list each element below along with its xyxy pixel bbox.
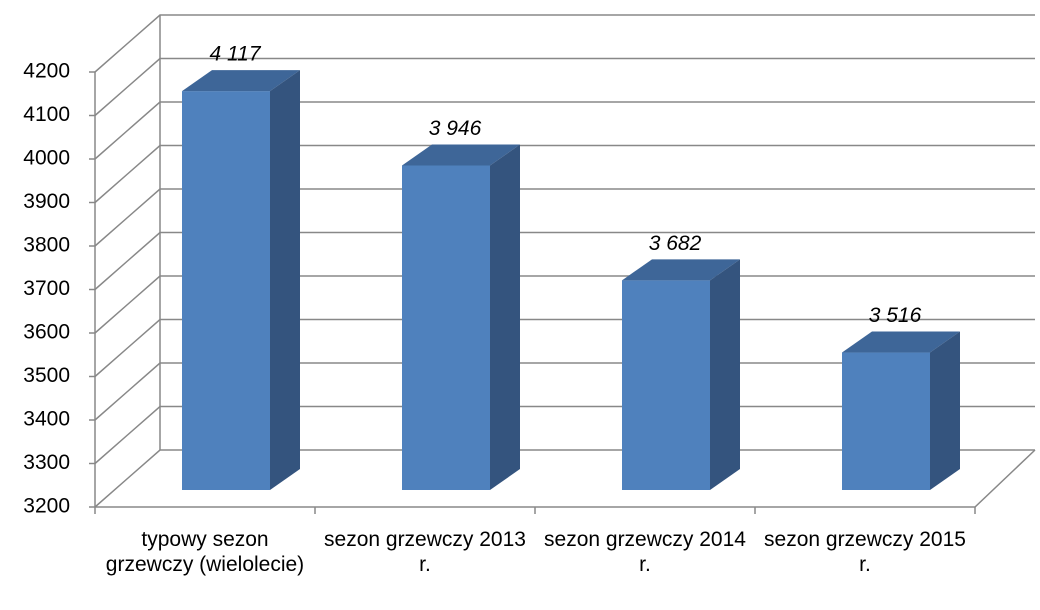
grid-line [94, 101, 1035, 160]
bar-top [622, 259, 740, 281]
y-tick-label: 4100 [23, 103, 70, 126]
grid-line [94, 318, 1035, 378]
y-tick-label: 3500 [23, 364, 70, 387]
grid-line [94, 275, 1035, 334]
x-tick-label: sezon grzewczy 2015 r. [764, 528, 966, 576]
y-tick-label: 3200 [23, 495, 70, 518]
bar [842, 352, 930, 490]
grid-line [94, 405, 1035, 465]
grid-line [94, 362, 1035, 421]
bar-side [270, 70, 300, 490]
grid-line [94, 14, 1035, 73]
bar-side [930, 331, 960, 490]
bar-top [182, 70, 300, 92]
bar-side [710, 259, 740, 490]
value-label: 3 682 [649, 232, 702, 255]
y-tick-label: 3400 [23, 408, 70, 431]
y-tick-label: 3900 [23, 190, 70, 213]
bar-top [402, 144, 520, 166]
bar [622, 280, 710, 490]
bar-top [842, 331, 960, 353]
grid-line [94, 144, 1035, 204]
y-tick-label: 3600 [23, 321, 70, 344]
y-tick-label: 3300 [23, 451, 70, 474]
y-tick-label: 4200 [23, 60, 70, 83]
value-label: 3 946 [429, 117, 482, 140]
x-tick-label: typowy sezon grzewczy (wielolecie) [105, 528, 305, 576]
bar [182, 91, 270, 490]
value-label: 4 117 [210, 43, 262, 66]
y-tick-label: 3800 [23, 234, 70, 257]
y-tick-label: 4000 [23, 147, 70, 170]
value-label: 3 516 [869, 304, 922, 327]
grid-line [94, 188, 1035, 247]
bar [402, 165, 490, 491]
x-tick-label: sezon grzewczy 2013 r. [324, 528, 526, 576]
grid-line [94, 57, 1035, 117]
grid-line [94, 231, 1035, 291]
x-tick-label: sezon grzewczy 2014 r. [544, 528, 746, 576]
bar-side [490, 144, 520, 491]
y-tick-label: 3700 [23, 277, 70, 300]
grid-line [94, 449, 1035, 508]
